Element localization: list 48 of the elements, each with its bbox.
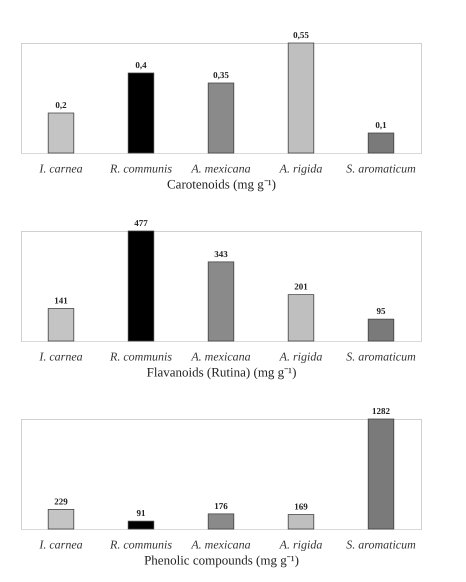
data-label: 229 [54,496,68,506]
data-label: 0,2 [55,100,68,110]
x-axis-title: Flavanoids (Rutina) (mg g⁻¹) [146,364,296,380]
bar [128,72,154,154]
x-tick-label: S. aromaticum [346,538,416,552]
x-tick-label: S. aromaticum [346,350,416,364]
data-label: 0,55 [293,30,310,40]
data-label: 0,4 [135,60,148,70]
bar [288,514,314,530]
bar [288,42,314,154]
bar [208,262,234,342]
x-tick-label: I. carnea [38,538,83,552]
data-label: 95 [376,306,386,316]
bar [128,230,154,342]
bar [208,82,234,154]
data-label: 0,35 [213,70,230,80]
x-tick-label: A. rigida [278,350,322,364]
bar [48,508,74,530]
x-tick-label: A. mexicana [190,538,251,552]
x-tick-label: I. carnea [38,350,83,364]
x-tick-label: A. mexicana [190,162,251,176]
data-label: 1282 [372,406,390,416]
bar [368,318,394,342]
x-tick-label: I. carnea [38,162,83,176]
data-label: 169 [294,502,308,512]
x-tick-label: A. rigida [278,162,322,176]
x-tick-label: R. communis [109,538,172,552]
bar [368,418,394,530]
bar [128,520,154,530]
x-tick-label: S. aromaticum [346,162,416,176]
data-label: 477 [134,218,148,228]
x-tick-label: R. communis [109,162,172,176]
x-axis-title: Phenolic compounds (mg g⁻¹) [144,552,299,568]
data-label: 176 [214,500,228,511]
bar [208,514,234,530]
x-axis-title: Carotenoids (mg g⁻¹) [167,176,276,192]
data-label: 141 [54,295,68,306]
data-label: 91 [136,508,146,518]
data-label: 0,1 [375,120,388,130]
bar [288,294,314,342]
bar [48,308,74,342]
bar [48,112,74,154]
data-label: 343 [214,248,228,259]
x-tick-label: A. mexicana [190,350,251,364]
x-tick-label: R. communis [109,350,172,364]
bar [368,132,394,154]
data-label: 201 [294,282,308,292]
x-tick-label: A. rigida [278,538,322,552]
